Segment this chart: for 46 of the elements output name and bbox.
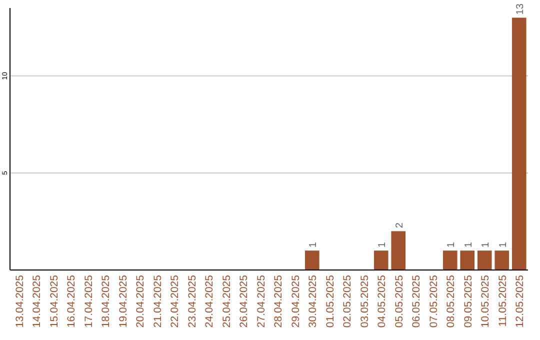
- data-label: 2: [394, 222, 406, 228]
- x-tick-label: 01.05.2025: [324, 274, 336, 328]
- bar: [494, 250, 510, 270]
- x-tick-label: 05.05.2025: [393, 274, 406, 328]
- x-tick-label: 25.04.2025: [220, 274, 233, 328]
- data-label: 1: [446, 242, 458, 248]
- x-tick-label: 08.05.2025: [445, 274, 458, 328]
- x-tick-label: 14.04.2025: [31, 274, 44, 328]
- x-tick-label: 06.05.2025: [410, 274, 423, 328]
- x-tick-label: 18.04.2025: [100, 274, 112, 328]
- x-tick-label: 27.04.2025: [255, 274, 268, 328]
- bar: [442, 250, 458, 270]
- x-tick-label: 15.04.2025: [48, 274, 60, 328]
- x-tick-label: 28.04.2025: [272, 274, 285, 328]
- x-tick-label: 10.05.2025: [480, 274, 492, 328]
- bar: [477, 250, 492, 270]
- x-tick-label: 11.05.2025: [496, 274, 509, 327]
- x-tick-label: 03.05.2025: [358, 274, 371, 328]
- bar: [304, 250, 320, 270]
- x-tick-label: 26.04.2025: [238, 274, 250, 328]
- x-tick-label: 17.04.2025: [82, 274, 95, 328]
- data-label: 1: [377, 242, 388, 248]
- x-tick-label: 13.04.2025: [14, 274, 26, 328]
- x-tick-label: 16.04.2025: [66, 274, 78, 328]
- x-tick-label: 20.04.2025: [134, 274, 147, 328]
- x-tick-label: 07.05.2025: [428, 274, 440, 328]
- data-label: 1: [463, 242, 474, 248]
- x-tick-label: 02.05.2025: [342, 274, 354, 328]
- x-tick-label: 23.04.2025: [186, 274, 198, 328]
- bar: [512, 18, 526, 270]
- x-tick-label: 21.04.2025: [152, 274, 164, 328]
- x-tick-label: 04.05.2025: [376, 274, 388, 328]
- data-label: 1: [480, 242, 492, 248]
- x-tick-label: 24.04.2025: [204, 274, 216, 328]
- x-tick-label: 19.04.2025: [117, 274, 130, 328]
- data-label: 13: [515, 3, 526, 15]
- x-tick-label: 09.05.2025: [462, 274, 474, 328]
- x-tick-label: 30.04.2025: [307, 274, 320, 328]
- x-tick-label: 22.04.2025: [169, 274, 182, 328]
- x-tick-label: 29.04.2025: [290, 274, 302, 328]
- bar: [374, 250, 388, 270]
- data-label: 1: [308, 242, 320, 248]
- data-label: 1: [498, 242, 509, 248]
- x-tick-label: 12.05.2025: [514, 274, 526, 328]
- bar: [391, 231, 406, 270]
- bar: [460, 250, 475, 270]
